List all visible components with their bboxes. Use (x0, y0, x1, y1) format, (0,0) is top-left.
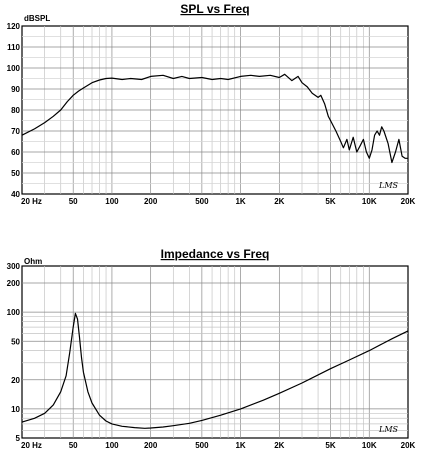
spl-x-tick-label: 2K (274, 197, 284, 206)
spl-watermark: LMS (378, 181, 399, 190)
impedance-chart: 20 Hz 50 100 200 500 1K 2K 5K 10K 20K 5 10 20 50 100 20… (7, 247, 416, 450)
impedance-x-tick-label: 10K (362, 441, 377, 450)
spl-y-axis-label: dBSPL (24, 14, 50, 23)
impedance-x-tick-label: 20K (401, 441, 416, 450)
impedance-y-tick-label: 5 (16, 434, 21, 443)
impedance-chart-title: Impedance vs Freq (161, 247, 270, 261)
spl-curve (21, 73, 408, 164)
impedance-x-tick-label: 20 Hz (21, 441, 42, 450)
impedance-x-tick-label: 500 (195, 441, 209, 450)
spl-y-tick-label: 90 (11, 85, 20, 94)
impedance-x-tick-label: 2K (274, 441, 284, 450)
spl-x-tick-label: 1K (235, 197, 245, 206)
impedance-y-tick-label: 10 (11, 405, 20, 414)
impedance-y-tick-label: 50 (11, 337, 20, 346)
spl-chart: 20 Hz 50 100 200 500 1K 2K 5K 10K 20K 40 50 60 70 80 90… (7, 2, 416, 206)
spl-y-tick-label: 50 (11, 169, 20, 178)
impedance-x-tick-label: 1K (235, 441, 245, 450)
impedance-plot-frame (21, 265, 409, 439)
impedance-watermark: LMS (378, 425, 399, 434)
impedance-y-tick-label: 20 (11, 376, 20, 385)
spl-y-tick-label: 60 (11, 148, 20, 157)
spl-x-tick-label: 5K (325, 197, 335, 206)
spl-x-tick-label: 500 (195, 197, 209, 206)
spl-x-tick-label: 100 (105, 197, 119, 206)
impedance-x-tick-label: 100 (105, 441, 119, 450)
spl-y-tick-label: 100 (7, 64, 21, 73)
spl-y-tick-label: 120 (7, 22, 21, 31)
impedance-x-tick-label: 5K (325, 441, 335, 450)
spl-y-tick-label: 110 (7, 43, 20, 52)
spl-y-tick-label: 70 (11, 127, 20, 136)
spl-x-tick-label: 10K (362, 197, 377, 206)
impedance-x-tick-label: 50 (69, 441, 78, 450)
impedance-y-tick-label: 200 (7, 279, 21, 288)
impedance-y-tick-label: 100 (7, 308, 21, 317)
impedance-y-axis-label: Ohm (24, 257, 42, 266)
impedance-x-tick-label: 200 (144, 441, 158, 450)
spl-y-tick-label: 40 (11, 190, 20, 199)
spl-x-tick-label: 50 (69, 197, 78, 206)
spl-y-tick-label: 80 (11, 106, 20, 115)
spl-chart-title: SPL vs Freq (180, 2, 249, 16)
spl-x-tick-label: 200 (144, 197, 158, 206)
spl-x-tick-label: 20K (401, 197, 416, 206)
impedance-y-tick-label: 300 (7, 262, 21, 271)
spl-x-tick-label: 20 Hz (21, 197, 42, 206)
impedance-curve (21, 312, 409, 429)
